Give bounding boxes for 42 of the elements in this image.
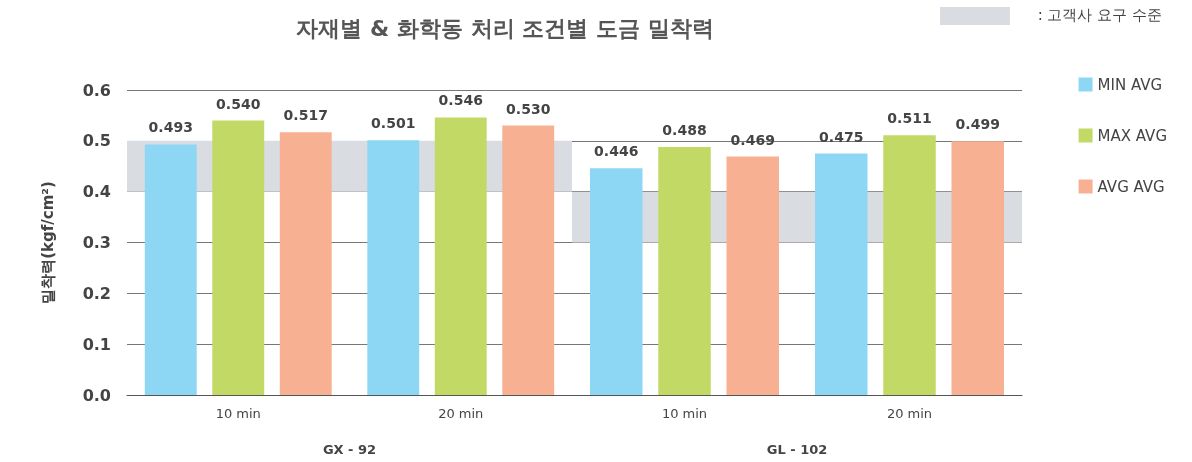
data-label: 0.446	[594, 143, 639, 160]
y-tick-label: 0.5	[82, 131, 111, 151]
bar	[502, 125, 555, 395]
data-label: 0.546	[438, 92, 483, 109]
y-tick-label: 0.3	[82, 233, 111, 252]
bar	[726, 156, 779, 395]
x-tick-label: 10 min	[215, 406, 261, 421]
y-tick-label: 0.2	[82, 283, 111, 303]
chart-title: 자재별 & 화학동 처리 조건별 도금 밀착력	[296, 15, 714, 41]
bar	[434, 117, 487, 395]
data-label: 0.540	[216, 95, 261, 112]
y-axis-title: 밀착력(kgf/cm²)	[38, 181, 57, 304]
bar	[212, 120, 265, 395]
data-label: 0.517	[283, 107, 328, 124]
data-label: 0.488	[662, 121, 707, 138]
legend-label: MIN AVG	[1097, 75, 1163, 94]
data-label: 0.501	[371, 115, 416, 132]
data-label: 0.499	[955, 116, 1000, 133]
bar	[815, 153, 868, 395]
legend-label: AVG AVG	[1097, 177, 1165, 196]
x-tick-label: 20 min	[886, 406, 933, 421]
bar	[144, 144, 197, 395]
data-label: 0.475	[819, 128, 864, 145]
bar	[590, 168, 643, 395]
x-axis-title: GL - 102	[766, 442, 828, 457]
y-tick-label: 0.1	[82, 334, 111, 354]
bar	[883, 135, 936, 395]
y-tick-label: 0.0	[82, 385, 111, 405]
y-tick-label: 0.6	[82, 80, 111, 100]
legend-label: MAX AVG	[1097, 126, 1167, 145]
legend-label: : 고객사 요구 수준	[1037, 5, 1162, 24]
x-tick-label: 10 min	[661, 406, 708, 421]
data-label: 0.511	[887, 110, 932, 127]
x-axis-title: GX - 92	[322, 442, 377, 457]
bar	[367, 140, 420, 395]
data-label: 0.530	[506, 100, 551, 117]
bar	[658, 146, 711, 395]
bar	[951, 141, 1004, 395]
bar	[279, 132, 332, 395]
data-label: 0.493	[148, 119, 193, 136]
y-tick-label: 0.4	[82, 182, 111, 202]
x-tick-label: 20 min	[438, 406, 484, 421]
